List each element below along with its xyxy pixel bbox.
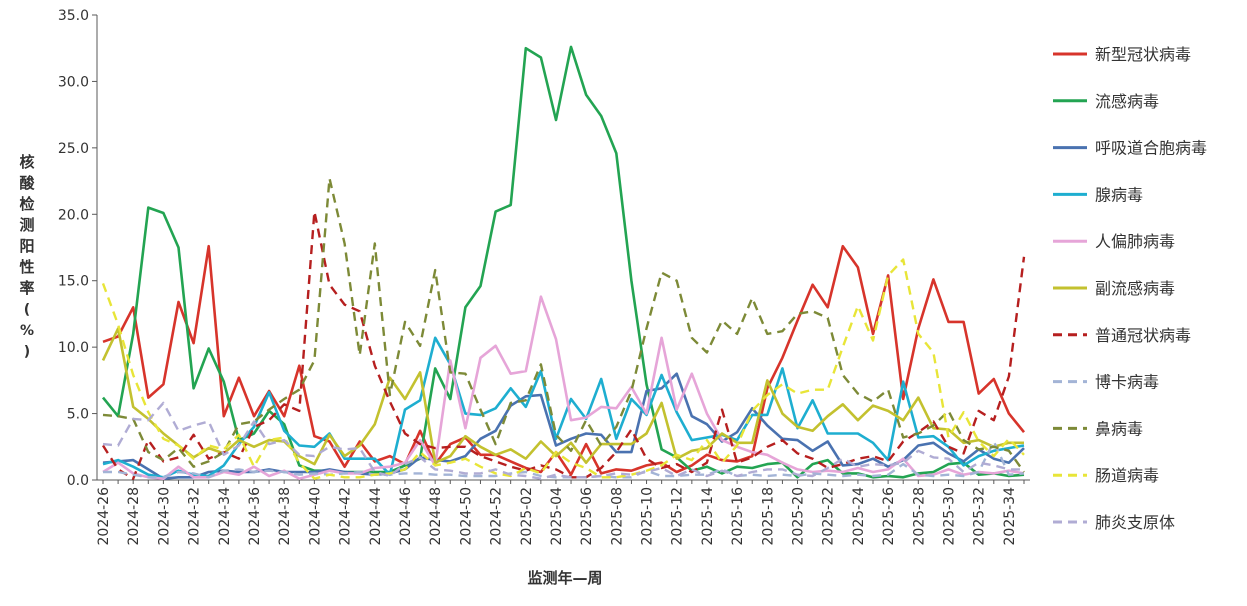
x-tick-label: 2024-50 — [458, 487, 474, 546]
series-line-8 — [102, 177, 1025, 473]
x-tick-label: 2025-20 — [791, 487, 807, 546]
legend-label-10: 肺炎支原体 — [1095, 513, 1175, 532]
x-tick-label: 2025-22 — [821, 487, 837, 546]
x-tick-label: 2025-34 — [1002, 487, 1018, 546]
legend-label-5: 副流感病毒 — [1095, 279, 1175, 298]
legend-label-1: 流感病毒 — [1095, 92, 1159, 111]
series-line-1 — [101, 45, 1025, 479]
x-tick-label: 2024-42 — [338, 487, 354, 546]
series-line-7 — [103, 440, 1025, 479]
x-tick-label: 2024-38 — [277, 487, 293, 546]
x-tick-label: 2025-32 — [972, 487, 988, 546]
y-tick-label: 15.0 — [58, 274, 89, 290]
x-tick-label: 2024-34 — [217, 487, 233, 546]
x-tick-label: 2024-48 — [428, 487, 444, 546]
x-tick-label: 2024-44 — [368, 487, 384, 546]
x-tick-label: 2025-30 — [942, 487, 958, 546]
y-tick-label: 10.0 — [58, 340, 89, 356]
x-axis-label: 监测年—周 — [527, 569, 602, 587]
x-tick-label: 2025-24 — [851, 487, 867, 546]
x-axis: 2024-26 2024-28 2024-30 2024-32 2024-34 2024-… — [96, 479, 1030, 546]
series-line-10 — [102, 401, 1024, 480]
legend-label-4: 人偏肺病毒 — [1095, 232, 1175, 251]
x-tick-label: 2024-32 — [187, 487, 203, 546]
legend-label-6: 普通冠状病毒 — [1095, 326, 1191, 345]
x-tick-label: 2025-02 — [519, 487, 535, 546]
y-axis: 0.0 5.0 10.0 15.0 20.0 25.0 30.0 35.0 — [58, 8, 98, 489]
y-tick-label: 5.0 — [67, 407, 89, 423]
x-tick-label: 2025-06 — [579, 487, 595, 546]
x-tick-label: 2025-18 — [760, 487, 776, 546]
x-tick-label: 2024-46 — [398, 487, 414, 546]
x-tick-label: 2025-12 — [670, 487, 686, 546]
x-tick-label: 2025-08 — [609, 487, 625, 546]
y-tick-label: 30.0 — [58, 74, 89, 90]
series-line-3 — [102, 336, 1025, 479]
series-line-5 — [101, 327, 1024, 466]
legend-label-0: 新型冠状病毒 — [1095, 45, 1191, 64]
y-tick-label: 25.0 — [58, 141, 89, 157]
series-line-6 — [101, 210, 1026, 480]
x-tick-label: 2025-26 — [881, 487, 897, 546]
legend-label-7: 博卡病毒 — [1095, 373, 1159, 392]
legend: 新型冠状病毒流感病毒呼吸道合胞病毒腺病毒人偏肺病毒副流感病毒普通冠状病毒博卡病毒… — [1053, 45, 1207, 532]
legend-label-3: 腺病毒 — [1095, 185, 1143, 204]
y-tick-label: 0.0 — [67, 473, 89, 489]
y-tick-label: 35.0 — [58, 8, 89, 24]
x-tick-label: 2025-10 — [640, 487, 656, 546]
x-tick-label: 2024-52 — [489, 487, 505, 546]
x-tick-label: 2025-14 — [700, 487, 716, 546]
x-tick-label: 2024-36 — [247, 487, 263, 546]
series-lines — [101, 45, 1026, 481]
y-tick-label: 20.0 — [58, 207, 89, 223]
x-tick-label: 2024-30 — [156, 487, 172, 546]
x-tick-label: 2024-26 — [96, 487, 112, 546]
x-tick-label: 2025-28 — [911, 487, 927, 546]
series-line-9 — [101, 258, 1025, 480]
x-tick-label: 2024-40 — [307, 487, 323, 546]
x-tick-label: 2025-16 — [730, 487, 746, 546]
x-tick-label: 2024-28 — [126, 487, 142, 546]
legend-label-2: 呼吸道合胞病毒 — [1095, 139, 1207, 158]
legend-label-9: 肠道病毒 — [1095, 466, 1159, 485]
series-line-4 — [102, 295, 1025, 481]
x-tick-label: 2025-04 — [549, 487, 565, 546]
legend-label-8: 鼻病毒 — [1095, 419, 1143, 438]
series-line-0 — [102, 244, 1026, 477]
y-axis-label: 核酸检测阳性率(%) — [19, 153, 35, 360]
